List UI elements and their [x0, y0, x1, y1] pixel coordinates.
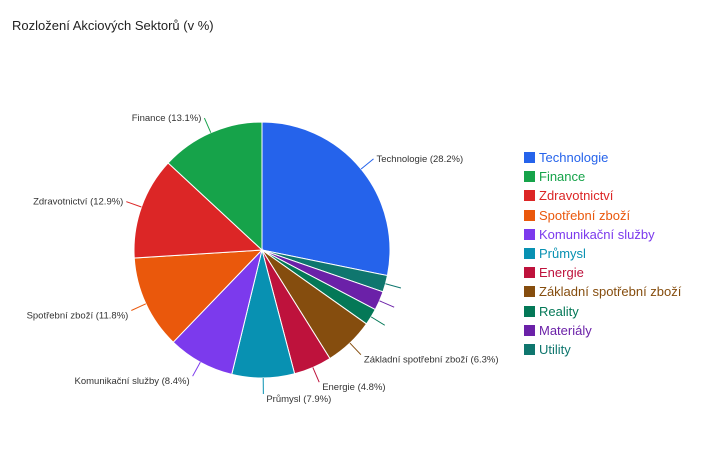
- legend-swatch: [524, 228, 535, 240]
- leader-line: [349, 342, 362, 356]
- legend-item[interactable]: Technologie: [524, 148, 681, 167]
- data-label: Spotřební zboží (11.8%): [27, 310, 129, 321]
- leader-line: [203, 117, 212, 133]
- pie-slice-9[interactable]: [133, 162, 264, 259]
- legend-swatch: [524, 209, 535, 221]
- legend-item[interactable]: Základní spotřební zboží: [524, 282, 681, 301]
- legend-item[interactable]: Materiály: [524, 321, 681, 340]
- legend-label: Základní spotřební zboží: [539, 284, 682, 300]
- data-label: Zdravotnictví (12.9%): [33, 197, 123, 208]
- legend-label: Reality: [539, 303, 579, 319]
- data-label: Technologie (28.2%): [377, 154, 464, 165]
- data-label: Komunikační služby (8.4%): [75, 376, 190, 387]
- data-label: Energie (4.8%): [322, 382, 385, 393]
- legend-swatch: [524, 248, 535, 260]
- leader-line: [360, 158, 374, 170]
- legend-item[interactable]: Zdravotnictví: [524, 186, 681, 205]
- legend-item[interactable]: Energie: [524, 263, 681, 282]
- legend-swatch: [524, 171, 535, 183]
- legend-swatch: [524, 343, 535, 355]
- legend-swatch: [524, 152, 535, 164]
- legend-swatch: [524, 286, 535, 298]
- legend-swatch: [524, 190, 535, 202]
- leader-line: [379, 300, 395, 308]
- legend-item[interactable]: Průmysl: [524, 244, 681, 263]
- legend-label: Energie: [539, 265, 584, 281]
- legend-item[interactable]: Komunikační služby: [524, 225, 681, 244]
- leader-line: [192, 361, 201, 377]
- leader-line: [126, 201, 142, 208]
- legend-item[interactable]: Finance: [524, 167, 681, 186]
- legend-label: Finance: [539, 169, 586, 185]
- leader-line: [385, 283, 402, 289]
- data-label: Základní spotřební zboží (6.3%): [364, 355, 499, 366]
- legend-label: Průmysl: [539, 246, 586, 262]
- leader-line: [370, 316, 386, 326]
- legend-item[interactable]: Spotřební zboží: [524, 206, 681, 225]
- legend-label: Zdravotnictví: [539, 188, 614, 204]
- legend-swatch: [524, 324, 535, 336]
- chart-title: Rozložení Akciových Sektorů (v %): [12, 18, 214, 33]
- pie-slice-8[interactable]: [133, 249, 264, 343]
- legend-item[interactable]: Reality: [524, 302, 681, 321]
- legend-label: Spotřební zboží: [539, 207, 631, 223]
- data-label: Průmysl (7.9%): [266, 394, 331, 405]
- legend-swatch: [524, 267, 535, 279]
- pie-slice-0[interactable]: [261, 121, 391, 277]
- data-label: Finance (13.1%): [132, 113, 202, 124]
- legend-label: Technologie: [539, 150, 609, 166]
- leader-line: [131, 303, 147, 311]
- legend-item[interactable]: Utility: [524, 340, 681, 359]
- leader-line: [312, 367, 320, 383]
- legend-swatch: [524, 305, 535, 317]
- legend-label: Utility: [539, 341, 571, 357]
- legend-label: Materiály: [539, 322, 592, 338]
- legend: Technologie Finance Zdravotnictví Spotřební…: [524, 148, 681, 359]
- legend-label: Komunikační služby: [539, 226, 655, 242]
